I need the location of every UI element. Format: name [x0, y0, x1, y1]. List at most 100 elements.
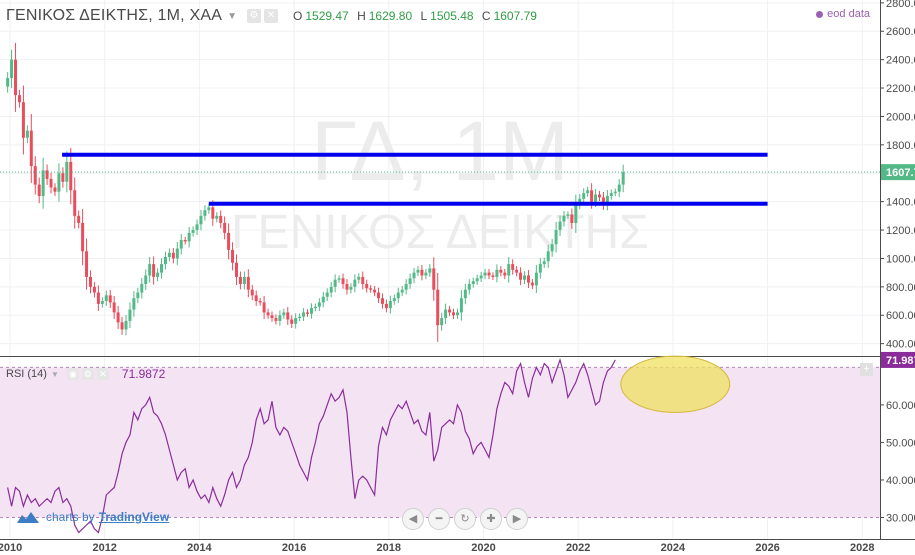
- settings-icon[interactable]: ⚙: [247, 9, 261, 23]
- candle-body: [613, 191, 617, 194]
- candle-body: [396, 292, 400, 299]
- candle-body: [479, 275, 483, 279]
- time-axis-label: 2010: [0, 542, 22, 554]
- candle-body: [53, 187, 57, 192]
- candle-body: [108, 295, 112, 303]
- candle-body: [144, 275, 148, 284]
- candle-body: [384, 303, 388, 309]
- rsi-axis-label: 50.0000: [886, 437, 915, 449]
- rsi-last-tag: [881, 351, 915, 368]
- status-dot-icon: [816, 10, 824, 18]
- candle-body: [452, 312, 456, 316]
- tradingview-branding[interactable]: charts by TradingView: [16, 510, 169, 524]
- candle-body: [428, 268, 432, 273]
- close-icon[interactable]: ✕: [264, 9, 278, 23]
- ohlc-values: O 1529.47 H 1629.80 L 1505.48 C 1607.79: [293, 9, 542, 23]
- chart-navigation: ◀ ━ ↻ ✚ ▶: [402, 508, 532, 530]
- candle-body: [250, 289, 254, 296]
- candle-body: [586, 190, 590, 194]
- candle-body: [215, 215, 219, 219]
- candle-body: [195, 224, 199, 231]
- tradingview-logo-icon: [17, 512, 39, 523]
- last-price-tag-label: 1607.79: [886, 167, 915, 179]
- price-axis-label: 2400.00: [886, 55, 915, 67]
- candle-body: [25, 130, 29, 138]
- zoom-out-icon[interactable]: ━: [428, 508, 450, 530]
- candle-body: [412, 272, 416, 279]
- candle-body: [41, 170, 45, 196]
- candle-body: [550, 244, 554, 252]
- candle-body: [467, 284, 471, 290]
- candle-body: [337, 278, 341, 280]
- watermark: ΓΔ, 1M ΓΕΝΙΚΟΣ ΔΕΙΚΤΗΣ: [231, 104, 649, 259]
- candle-body: [373, 289, 377, 293]
- reset-icon[interactable]: ↻: [454, 508, 476, 530]
- candle-body: [167, 252, 171, 258]
- rsi-axis-label: 40.0000: [886, 475, 915, 487]
- candle-body: [148, 264, 152, 276]
- candle-body: [10, 59, 14, 79]
- candle-body: [487, 272, 491, 276]
- scroll-left-icon[interactable]: ◀: [402, 508, 424, 530]
- candle-body: [325, 292, 329, 297]
- chevron-down-icon[interactable]: ▼: [227, 10, 237, 22]
- candle-body: [621, 172, 625, 185]
- price-axis-label: 2800.00: [886, 0, 915, 10]
- candle-body: [459, 298, 463, 313]
- scroll-right-icon[interactable]: ▶: [506, 508, 528, 530]
- candle-body: [302, 312, 306, 317]
- candle-body: [85, 251, 89, 277]
- add-pane-icon[interactable]: +: [860, 363, 873, 376]
- candle-body: [519, 272, 523, 280]
- candle-body: [92, 286, 96, 293]
- candle-body: [73, 190, 77, 216]
- candle-body: [578, 198, 582, 205]
- candle-body: [333, 279, 337, 287]
- price-axis-label: 1400.00: [886, 197, 915, 209]
- candle-body: [258, 301, 262, 303]
- time-axis-label: 2020: [471, 542, 495, 554]
- branding-name[interactable]: TradingView: [98, 510, 170, 524]
- candle-body: [294, 318, 298, 324]
- candle-body: [475, 278, 479, 282]
- candle-body: [609, 193, 613, 196]
- candle-body: [120, 322, 124, 330]
- candle-body: [175, 248, 179, 259]
- candle-body: [424, 272, 428, 276]
- candle-body: [266, 312, 270, 316]
- rsi-highlight-ellipse: [620, 355, 731, 413]
- candle-body: [81, 222, 85, 252]
- candle-body: [380, 298, 384, 304]
- candle-body: [246, 276, 250, 290]
- candle-body: [171, 252, 175, 259]
- candle-body: [290, 319, 294, 324]
- candle-body: [242, 276, 246, 284]
- rsi-axis-labels: 30.0000 40.0000 50.0000 60.0000: [880, 400, 915, 524]
- candle-body: [191, 230, 195, 233]
- candle-body: [542, 261, 546, 265]
- candle-body: [491, 275, 495, 277]
- candle-body: [455, 312, 459, 316]
- rsi-band: [0, 367, 880, 518]
- low-value: 1505.48: [430, 9, 474, 23]
- candle-body: [274, 318, 278, 321]
- candle-body: [444, 309, 448, 319]
- symbol-title[interactable]: ΓΕΝΙΚΟΣ ΔΕΙΚΤΗΣ, 1M, ΧΑΑ: [6, 7, 223, 24]
- rsi-label[interactable]: RSI (14): [6, 368, 47, 380]
- candle-body: [534, 272, 538, 286]
- candle-body: [152, 264, 156, 277]
- time-axis-labels: 2010 2012 2014 2016 2018 2020 2022 2024 2026 2028: [0, 542, 875, 554]
- candle-body: [329, 286, 333, 293]
- candle-body: [562, 215, 566, 222]
- candle-body: [231, 249, 235, 263]
- close-icon[interactable]: ✕: [96, 368, 109, 380]
- zoom-in-icon[interactable]: ✚: [480, 508, 502, 530]
- candle-body: [160, 264, 164, 273]
- settings-icon[interactable]: ⚙: [81, 368, 94, 380]
- time-axis-label: 2016: [282, 542, 306, 554]
- candle-body: [436, 289, 440, 326]
- eye-icon[interactable]: ◉: [66, 368, 79, 380]
- chevron-down-icon[interactable]: ▼: [50, 369, 59, 379]
- candle-body: [404, 284, 408, 290]
